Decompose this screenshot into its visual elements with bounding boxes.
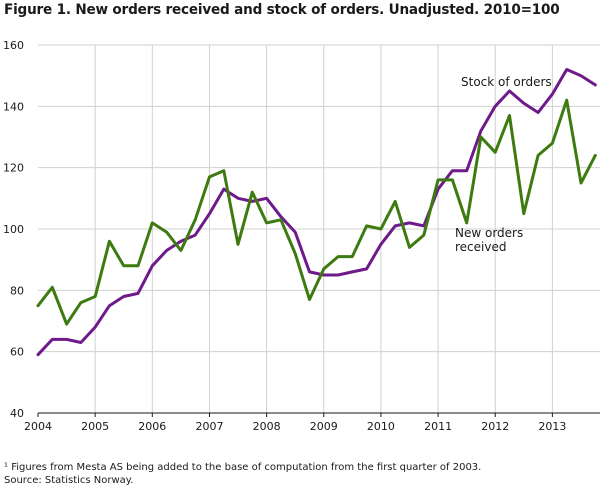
x-tick-label: 2005 bbox=[81, 420, 109, 433]
chart-title: Figure 1. New orders received and stock … bbox=[4, 2, 560, 18]
stock-of-ordersline bbox=[36, 68, 597, 357]
y-tick-label: 100 bbox=[3, 223, 24, 236]
series-label-line: received bbox=[455, 240, 506, 254]
y-tick-label: 40 bbox=[10, 407, 24, 420]
x-tick-label: 2009 bbox=[310, 420, 338, 433]
y-tick-label: 120 bbox=[3, 162, 24, 175]
series-label-new-orders: New orders received bbox=[455, 226, 523, 254]
y-tick-label: 80 bbox=[10, 284, 24, 297]
y-tick-label: 160 bbox=[3, 39, 24, 52]
x-tick-label: 2006 bbox=[138, 420, 166, 433]
x-tick-label: 2010 bbox=[367, 420, 395, 433]
new-orders-receivedline bbox=[36, 98, 597, 326]
chart-notes: ¹ Figures from Mesta AS being added to t… bbox=[4, 461, 481, 487]
series-label-stock: Stock of orders bbox=[461, 75, 552, 89]
x-tick-label: 2011 bbox=[424, 420, 452, 433]
footnote: ¹ Figures from Mesta AS being added to t… bbox=[4, 462, 482, 473]
series-label-line: Stock of orders bbox=[461, 75, 552, 89]
x-tick-label: 2008 bbox=[253, 420, 281, 433]
gridlines bbox=[38, 44, 600, 413]
y-axis: 40 60 80 100 120 140 160 bbox=[3, 39, 24, 420]
source-note: Source: Statistics Norway. bbox=[4, 475, 134, 486]
y-tick-label: 140 bbox=[3, 100, 24, 113]
x-tick-label: 2012 bbox=[481, 420, 509, 433]
x-axis: 2004 2005 2006 2007 2008 2009 2010 2011 2012 2013 bbox=[24, 412, 600, 433]
series-label-line: New orders bbox=[455, 226, 523, 240]
series-labels: New orders received Stock of orders bbox=[455, 75, 552, 254]
x-tick-label: 2004 bbox=[24, 420, 52, 433]
series-lines bbox=[36, 68, 597, 357]
x-tick-label: 2007 bbox=[195, 420, 223, 433]
x-tick-label: 2013 bbox=[538, 420, 566, 433]
y-tick-label: 60 bbox=[10, 346, 24, 359]
